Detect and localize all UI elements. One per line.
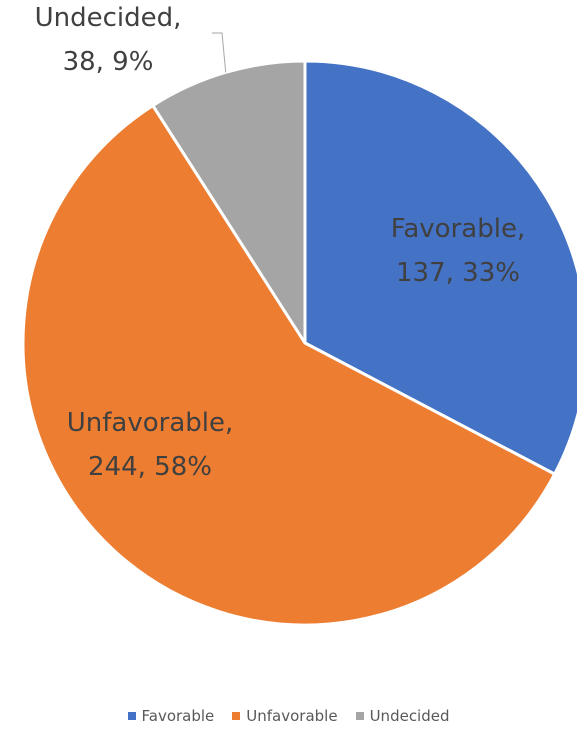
data-label-category-favorable: Favorable,	[391, 214, 525, 244]
data-label-unfavorable: Unfavorable, 244, 58%	[67, 408, 234, 482]
pie-slice-undecided	[151, 59, 307, 345]
legend-swatch-unfavorable	[232, 712, 241, 720]
data-label-undecided: Undecided, 38, 9%	[35, 3, 182, 77]
legend-item-undecided: Undecided	[355, 707, 450, 725]
chart-legend: Favorable Unfavorable Undecided	[0, 707, 577, 725]
legend-label-unfavorable: Unfavorable	[246, 707, 338, 725]
data-label-value-favorable: 137, 33%	[396, 258, 520, 288]
data-label-value-undecided: 38, 9%	[63, 47, 154, 77]
legend-item-unfavorable: Unfavorable	[232, 707, 338, 725]
legend-swatch-favorable	[127, 712, 136, 720]
legend-label-undecided: Undecided	[369, 707, 450, 725]
legend-item-favorable: Favorable	[127, 707, 215, 725]
legend-label-favorable: Favorable	[141, 707, 215, 725]
pie-slice-favorable	[303, 59, 577, 476]
data-label-favorable: Favorable, 137, 33%	[391, 214, 525, 288]
legend-swatch-undecided	[355, 712, 364, 720]
leader-line-undecided	[212, 32, 227, 73]
data-label-category-undecided: Undecided,	[35, 3, 182, 33]
pie-slice-unfavorable	[21, 104, 557, 627]
data-label-value-unfavorable: 244, 58%	[88, 452, 212, 482]
data-label-category-unfavorable: Unfavorable,	[67, 408, 234, 438]
